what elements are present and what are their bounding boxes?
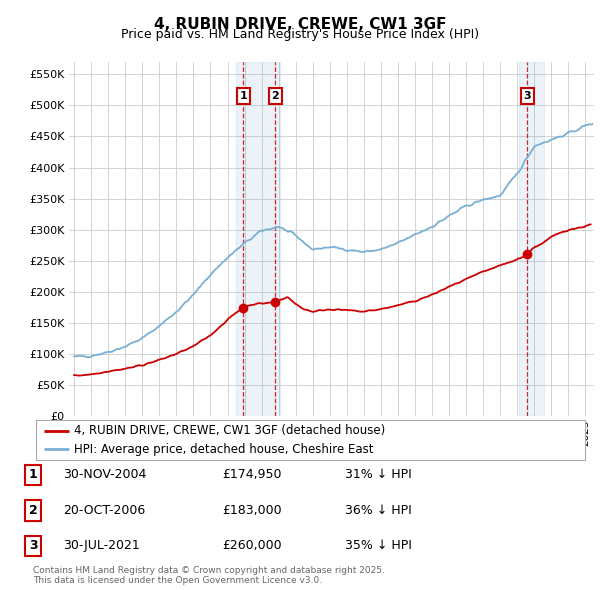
Text: £183,000: £183,000 [222,504,281,517]
Text: 2: 2 [271,91,279,101]
Text: 30-NOV-2004: 30-NOV-2004 [63,468,146,481]
Bar [518,62,544,416]
Text: 36% ↓ HPI: 36% ↓ HPI [345,504,412,517]
Text: Contains HM Land Registry data © Crown copyright and database right 2025.
This d: Contains HM Land Registry data © Crown c… [33,566,385,585]
Text: 31% ↓ HPI: 31% ↓ HPI [345,468,412,481]
Text: Price paid vs. HM Land Registry's House Price Index (HPI): Price paid vs. HM Land Registry's House … [121,28,479,41]
Text: 3: 3 [29,539,37,552]
Text: 1: 1 [29,468,37,481]
Text: 4, RUBIN DRIVE, CREWE, CW1 3GF: 4, RUBIN DRIVE, CREWE, CW1 3GF [154,17,446,31]
Bar [236,62,280,416]
Text: 2: 2 [29,504,37,517]
Text: 35% ↓ HPI: 35% ↓ HPI [345,539,412,552]
Text: 1: 1 [239,91,247,101]
Text: 20-OCT-2006: 20-OCT-2006 [63,504,145,517]
Text: 3: 3 [523,91,531,101]
Text: HPI: Average price, detached house, Cheshire East: HPI: Average price, detached house, Ches… [74,443,374,456]
Text: £260,000: £260,000 [222,539,281,552]
Text: 30-JUL-2021: 30-JUL-2021 [63,539,140,552]
Text: 4, RUBIN DRIVE, CREWE, CW1 3GF (detached house): 4, RUBIN DRIVE, CREWE, CW1 3GF (detached… [74,424,386,437]
Text: £174,950: £174,950 [222,468,281,481]
